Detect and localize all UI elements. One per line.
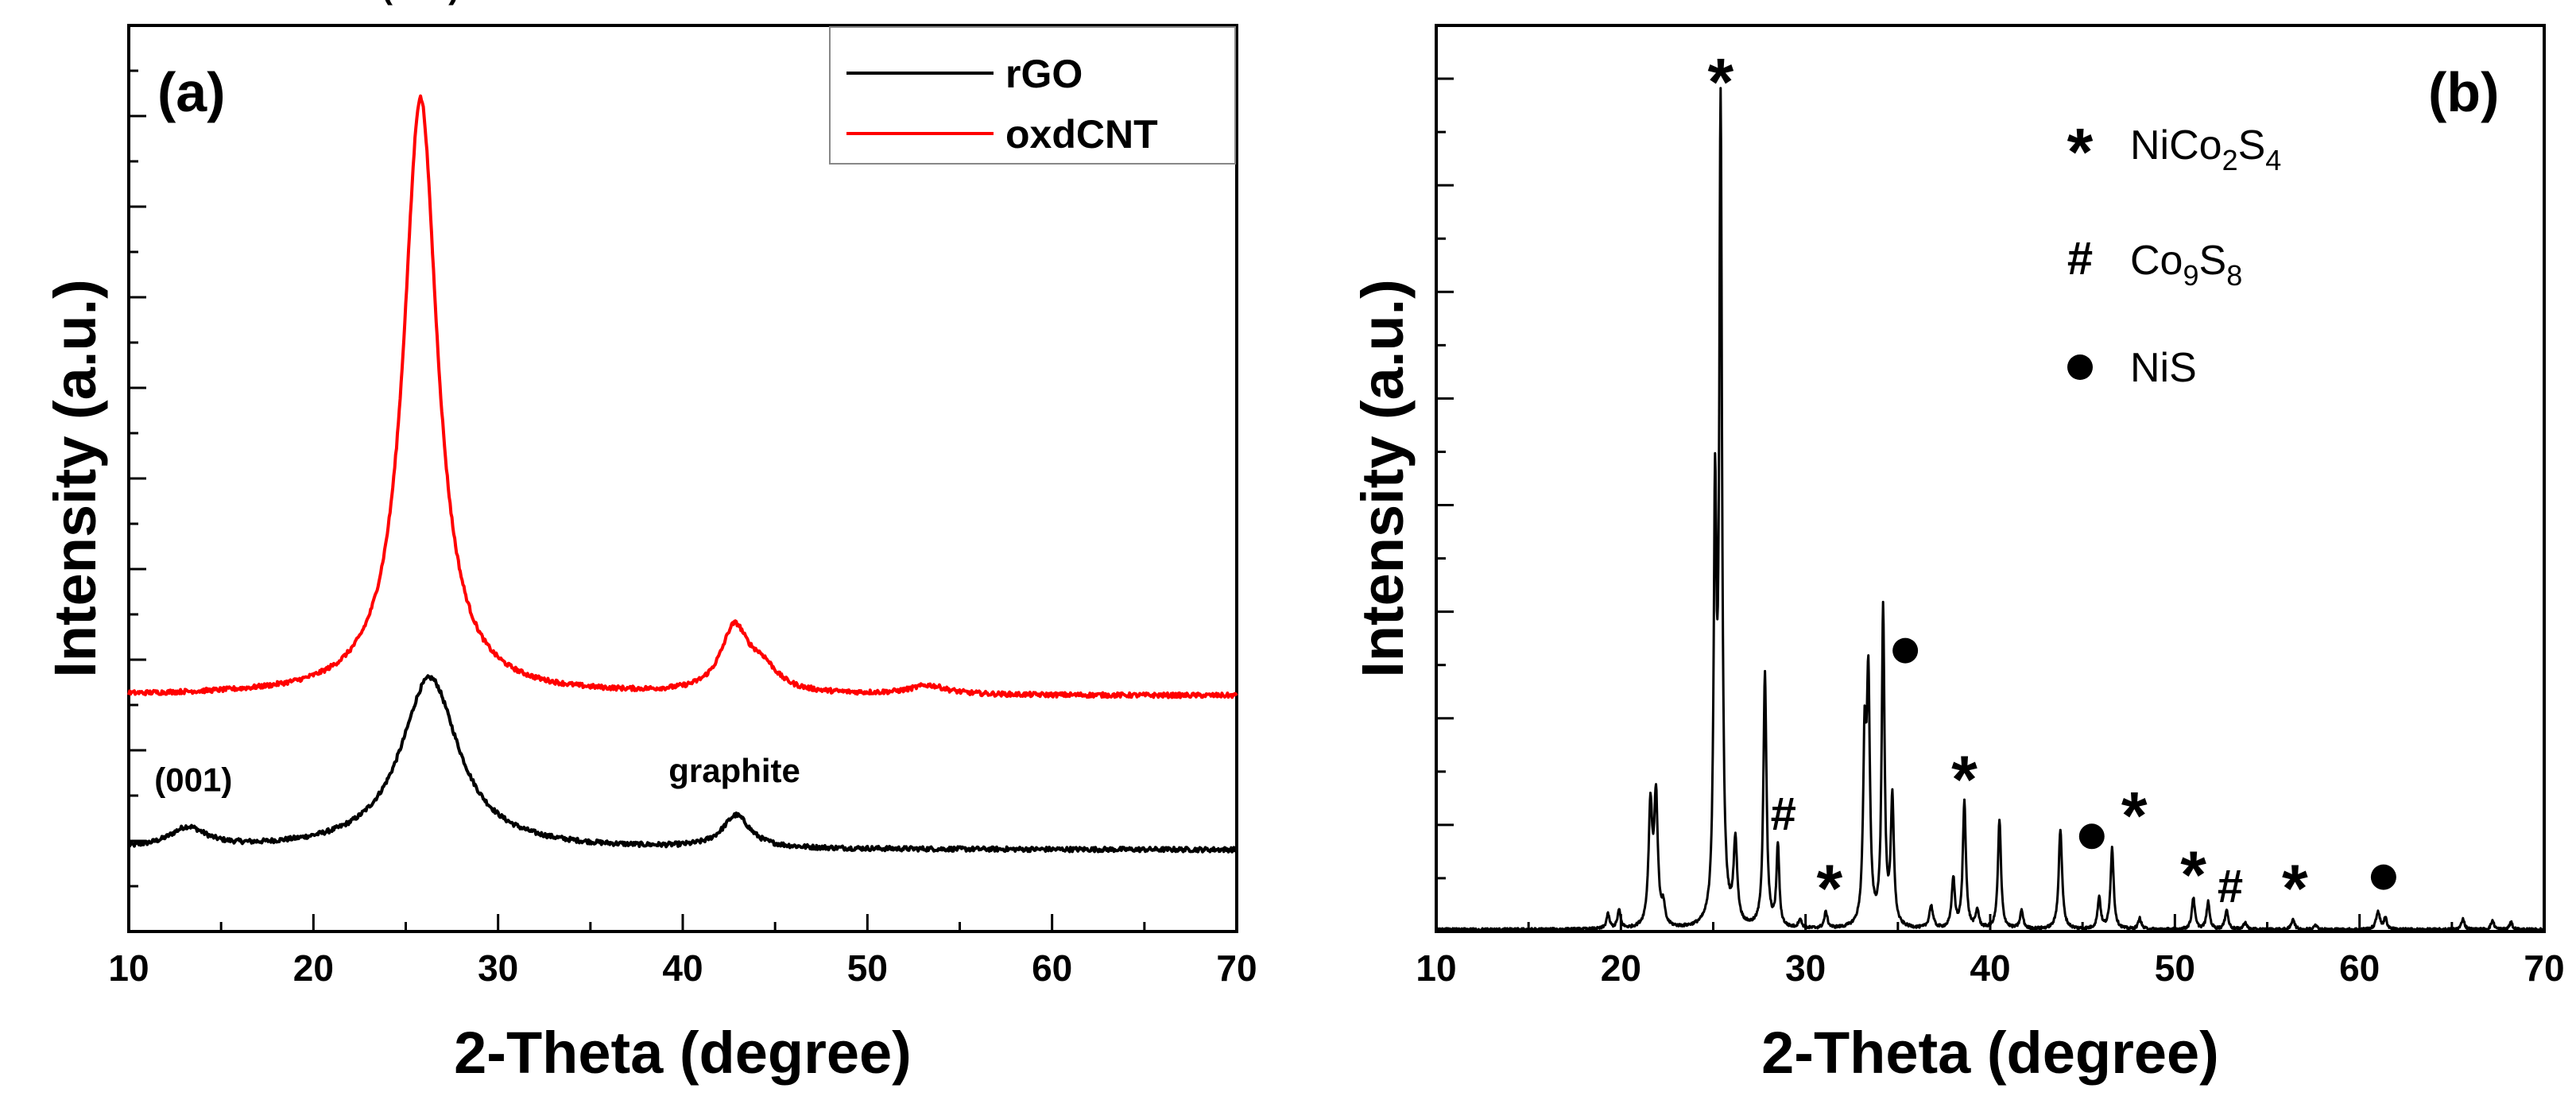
x-tick-label: 70 [1216, 947, 1257, 989]
nico2s4-marker: * [2121, 778, 2148, 853]
panel-a-annotations: (022) (001) graphite [154, 0, 800, 798]
legend-box [829, 26, 1236, 165]
panel-b-phase-legend: * NiCo2S4 # Co9S8 NiS [2067, 114, 2282, 391]
panel-b-tick-labels: 10 20 30 40 50 60 70 [1416, 947, 2564, 989]
x-tick-label: 20 [293, 947, 334, 989]
x-tick-label: 30 [478, 947, 518, 989]
series-line-rgo [127, 674, 1238, 854]
x-tick-label: 60 [1032, 947, 1072, 989]
series-line-oxdcnt [127, 94, 1238, 699]
nis-marker [1892, 637, 1919, 664]
panel-a-y-axis-title: Intensity (a.u.) [42, 279, 108, 678]
nico2s4-marker: * [2180, 837, 2206, 912]
panel-a-tick-labels: 10 20 30 40 50 60 70 [108, 947, 1257, 989]
peak-annotation: (022) [382, 0, 459, 6]
panel-b-y-axis-title: Intensity (a.u.) [1350, 279, 1416, 678]
panel-b-phase-markers: *#** ** # * [1707, 45, 2396, 925]
panel-b-x-axis-title: 2-Theta (degree) [1761, 1020, 2219, 1086]
legend-nis-symbol [2067, 354, 2093, 380]
legend-phase-label: Co9S8 [2130, 238, 2242, 292]
panel-a-ticks [127, 69, 1238, 932]
panel-a-series [127, 94, 1238, 854]
panel-a-legend: rGO oxdCNT [829, 26, 1236, 165]
panel-a-x-axis-title: 2-Theta (degree) [454, 1020, 912, 1086]
legend-symbol: * [2067, 114, 2094, 189]
legend-label-rgo: rGO [1005, 52, 1083, 96]
x-tick-label: 10 [108, 947, 149, 989]
nis-marker [2370, 864, 2396, 890]
peak-annotation: (001) [154, 761, 232, 798]
x-tick-label: 70 [2524, 947, 2564, 989]
co9s8-marker: # [2218, 861, 2243, 912]
nico2s4-marker: * [1817, 850, 1843, 925]
x-tick-label: 30 [1785, 947, 1826, 989]
x-tick-label: 60 [2339, 947, 2380, 989]
panel-a-label: (a) [157, 61, 226, 123]
nico2s4-marker: * [2282, 850, 2308, 925]
panel-b: 10 20 30 40 50 60 70 (b) *#** ** # * * NiCo2S4# Co9… [1350, 24, 2565, 1086]
x-tick-label: 40 [662, 947, 703, 989]
x-tick-label: 50 [847, 947, 888, 989]
nico2s4-marker: * [1707, 45, 1733, 119]
nico2s4-marker: * [1951, 742, 1978, 817]
legend-symbol: # [2067, 233, 2093, 285]
legend-phase-label: NiCo2S4 [2130, 122, 2281, 176]
x-tick-label: 40 [1970, 947, 2010, 989]
legend-label-oxdcnt: oxdCNT [1005, 112, 1158, 157]
panel-b-label: (b) [2428, 61, 2499, 123]
panel-a: 10 20 30 40 50 60 70 (a) (022) (001) graphite rG… [42, 0, 1257, 1086]
panel-b-series [1435, 87, 2546, 932]
panel-b-ticks [1435, 77, 2546, 932]
x-tick-label: 50 [2155, 947, 2195, 989]
series-line-sample [1435, 87, 2546, 932]
legend-phase-label: NiS [2130, 345, 2197, 391]
panel-b-frame [1435, 24, 2546, 933]
nis-marker [2078, 823, 2105, 850]
co9s8-marker: # [1771, 788, 1796, 840]
peak-annotation: graphite [668, 752, 800, 789]
x-tick-label: 10 [1416, 947, 1456, 989]
x-tick-label: 20 [1601, 947, 1641, 989]
